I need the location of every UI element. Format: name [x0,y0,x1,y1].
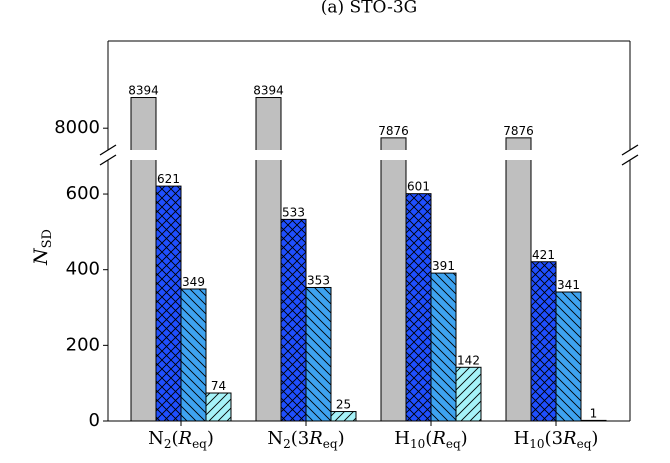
bar [380,137,407,150]
bar-hatch [156,186,181,421]
x-category-label: N2(3Req) [267,428,344,451]
axis-break-mark [99,144,117,156]
bar-hatch [431,273,456,421]
bar-hatch [456,367,481,421]
x-category-label: H10(Req) [394,428,467,451]
bar-hatch [556,292,581,421]
x-category-label: N2(Req) [148,428,214,451]
bar-hatch [306,287,331,421]
bar [130,97,157,150]
bar [255,97,282,150]
bar-data-label: 8394 [253,84,284,98]
y-axis-label-main: N [30,247,52,266]
bar-data-label: 601 [407,180,430,194]
bar-data-label: 421 [532,248,555,262]
y-tick-label: 600 [66,183,100,204]
bar-data-label: 8394 [128,84,159,98]
axis-break-mark [621,144,639,156]
y-tick-label: 0 [89,410,100,431]
x-category-label: H10(3Req) [514,428,599,451]
bar-data-label: 25 [336,398,351,412]
bar-hatch [406,193,431,421]
bar-hatch [181,288,206,421]
bar-data-label: 1 [590,406,598,420]
bar [505,137,532,150]
axis-break-mark [99,154,117,166]
bar-data-label: 533 [282,205,305,219]
bar-data-label: 7876 [378,124,409,138]
bar-hatch [331,411,356,421]
bar-data-label: 391 [432,259,455,273]
bar [255,160,282,421]
y-axis-label: NSD [30,229,55,266]
bar-data-label: 349 [182,275,205,289]
chart-title: (a) STO-3G [321,0,418,18]
bar-hatch [281,219,306,421]
y-axis-label-sub: SD [40,229,55,248]
bar-data-label: 142 [457,353,480,367]
bar-data-label: 7876 [503,124,534,138]
bar [380,160,407,421]
bar [130,160,157,421]
bar-data-label: 341 [557,278,580,292]
bar [505,160,532,421]
bar-hatch [531,261,556,421]
axis-break-mark [621,154,639,166]
bar-hatch [206,393,231,421]
y-tick-label: 8000 [54,117,100,138]
bar-data-label: 353 [307,273,330,287]
bar-data-label: 74 [211,379,226,393]
y-tick-label: 400 [66,259,100,280]
bar-data-label: 621 [157,172,180,186]
y-tick-label: 200 [66,334,100,355]
